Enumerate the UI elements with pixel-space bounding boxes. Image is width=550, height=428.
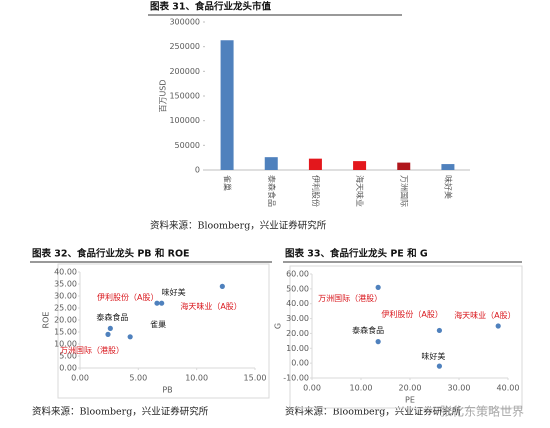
y-tick-label: 20.00 (286, 329, 309, 338)
x-axis-label: PE (405, 396, 415, 405)
x-tick-label: 雀巢 (223, 175, 233, 191)
y-axis-label: 百万USD (159, 79, 168, 112)
y-tick-label: 150000 (169, 92, 200, 101)
y-tick-label: 10.00 (286, 344, 309, 353)
point-label: 泰森食品 (352, 325, 385, 335)
y-tick-label: 30.00 (286, 314, 309, 323)
y-tick-label: 10.00 (54, 340, 77, 349)
x-tick-label: 30.00 (448, 384, 471, 393)
y-tick-label: 50.00 (286, 284, 309, 293)
bar (264, 157, 278, 170)
bar (353, 161, 367, 170)
point (436, 327, 442, 334)
point-label: 万洲国际（港股） (60, 346, 124, 356)
point-label: 伊利股份（A股） (381, 310, 443, 320)
y-tick-label: 50000 (175, 141, 200, 150)
point-label: 味好美 (421, 352, 446, 362)
source: 资料来源：Bloomberg，兴业证券研究所 (285, 406, 462, 418)
caption: 图表 32、食品行业龙头 PB 和 ROE (32, 248, 190, 260)
point-label: 泰森食品 (96, 313, 129, 323)
point-label: 海天味业（A股） (454, 311, 516, 320)
bar (397, 162, 411, 170)
y-tick-label: 40.00 (54, 268, 77, 277)
x-axis-label: PB (162, 386, 172, 395)
y-tick-label: 20.00 (54, 316, 77, 325)
point (107, 325, 113, 331)
source: 资料来源：Bloomberg，兴业证券研究所 (150, 220, 327, 232)
y-tick-label: 30.00 (54, 292, 77, 301)
point (127, 334, 133, 340)
y-tick-label: 300000 (169, 18, 200, 27)
x-tick-label: 10.00 (350, 384, 373, 393)
y-tick-label: 15.00 (54, 328, 77, 337)
y-tick-label: 0.00 (59, 364, 77, 373)
point-label: 伊利股份（A股） (97, 293, 159, 303)
x-tick-label: 10.00 (185, 374, 208, 383)
point (495, 323, 501, 329)
y-tick-label: 200000 (169, 67, 200, 76)
caption: 图表 33、食品行业龙头 PE 和 G (285, 248, 428, 260)
x-tick-label: 5.00 (129, 374, 147, 383)
point (105, 331, 111, 337)
x-tick-label: 伊利股份 (311, 175, 321, 207)
plot-frame (289, 265, 523, 409)
y-tick-label: 0 (195, 166, 200, 175)
y-tick-label: 100000 (169, 116, 200, 125)
point-label: 味好美 (161, 288, 186, 298)
y-tick-label: 250000 (169, 42, 200, 51)
y-tick-label: 35.00 (54, 280, 77, 289)
point-label: 雀巢 (150, 319, 167, 329)
point-label: 万洲国际（港股） (318, 294, 383, 304)
point (375, 284, 381, 290)
x-tick-label: 味好美 (443, 175, 453, 199)
y-tick-label: 40.00 (286, 299, 309, 308)
y-tick-label: 5.00 (59, 352, 77, 361)
point (154, 300, 160, 306)
bar (220, 40, 234, 171)
point (375, 339, 381, 345)
x-tick-label: 海天味业 (355, 175, 365, 207)
y-tick-label: -10.00 (283, 374, 309, 383)
source: 资料来源：Bloomberg，兴业证券研究所 (32, 406, 209, 418)
y-tick-label: 0.00 (291, 359, 309, 368)
x-tick-label: 40.00 (497, 384, 520, 393)
bar (308, 158, 322, 170)
point (159, 300, 165, 306)
bar (441, 164, 455, 170)
x-tick-label: 20.00 (399, 384, 422, 393)
plot-frame (57, 263, 270, 399)
y-axis-label: ROE (42, 312, 51, 329)
point (436, 363, 442, 369)
point-label: 海天味业（A股） (180, 302, 242, 312)
caption: 图表 31、食品行业龙头市值 (150, 1, 272, 13)
x-tick-label: 万洲国际 (399, 175, 408, 207)
x-tick-label: 15.00 (244, 374, 267, 383)
x-tick-label: 0.00 (303, 384, 321, 393)
y-tick-label: 60.00 (286, 270, 309, 279)
x-tick-label: 泰森食品 (267, 175, 277, 207)
x-tick-label: 0.00 (71, 374, 89, 383)
watermark: 张化东策略世界 (440, 404, 524, 419)
point (219, 283, 225, 289)
y-axis-label: G (274, 323, 283, 329)
y-tick-label: 25.00 (54, 304, 77, 313)
